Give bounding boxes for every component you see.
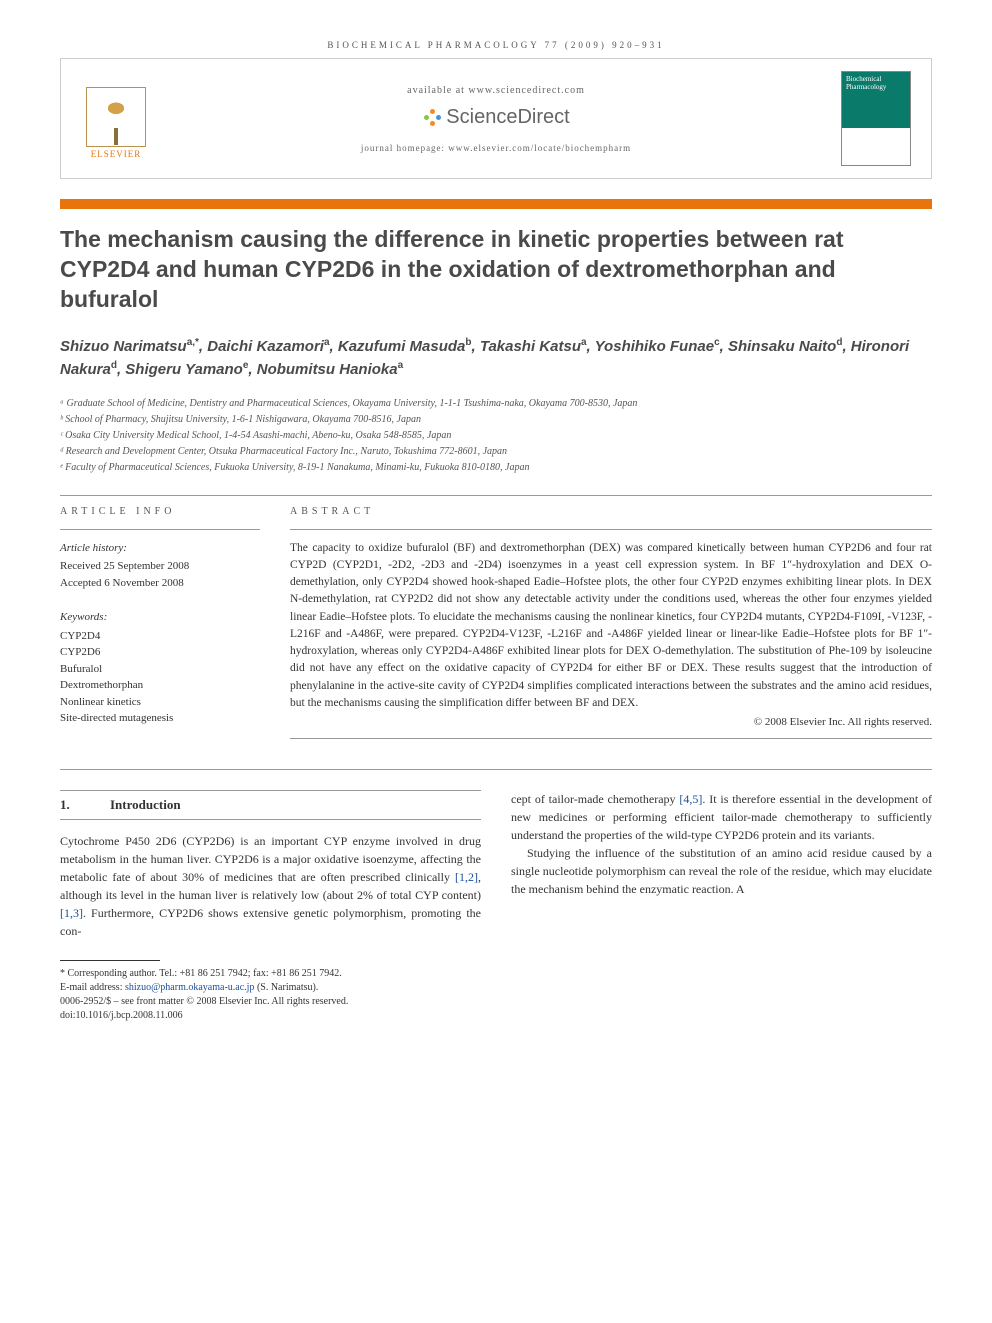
keyword-item: Site-directed mutagenesis (60, 710, 260, 727)
journal-cover-thumbnail: Biochemical Pharmacology (841, 71, 911, 166)
divider (290, 738, 932, 739)
affiliation-item: ᵈ Research and Development Center, Otsuk… (60, 444, 932, 459)
body-paragraph: Cytochrome P450 2D6 (CYP2D6) is an impor… (60, 832, 481, 940)
keyword-item: CYP2D4 (60, 628, 260, 645)
keyword-item: Bufuralol (60, 661, 260, 678)
sciencedirect-icon (422, 107, 442, 127)
body-paragraph: cept of tailor-made chemotherapy [4,5]. … (511, 790, 932, 844)
elsevier-text: ELSEVIER (91, 149, 142, 159)
article-history-label: Article history: (60, 540, 260, 557)
email-link[interactable]: shizuo@pharm.okayama-u.ac.jp (125, 982, 254, 993)
affiliation-item: ᵉ Faculty of Pharmaceutical Sciences, Fu… (60, 460, 932, 475)
copyright-line: 0006-2952/$ – see front matter © 2008 El… (60, 995, 481, 1009)
available-at-text: available at www.sciencedirect.com (171, 85, 821, 96)
elsevier-logo: ELSEVIER (81, 79, 151, 159)
keyword-item: Dextromethorphan (60, 677, 260, 694)
section-number: 1. (60, 795, 110, 815)
abstract-copyright: © 2008 Elsevier Inc. All rights reserved… (290, 716, 932, 728)
article-title: The mechanism causing the difference in … (60, 225, 932, 315)
footnote-divider (60, 960, 160, 961)
section-title: Introduction (110, 797, 181, 812)
article-info-label: ARTICLE INFO (60, 506, 260, 517)
citation-link[interactable]: [4,5] (679, 792, 702, 806)
citation-link[interactable]: [1,3] (60, 906, 83, 920)
keyword-item: CYP2D6 (60, 644, 260, 661)
email-line: E-mail address: shizuo@pharm.okayama-u.a… (60, 981, 481, 995)
affiliations-list: ᵃ Graduate School of Medicine, Dentistry… (60, 396, 932, 475)
divider (290, 529, 932, 530)
journal-homepage: journal homepage: www.elsevier.com/locat… (171, 143, 821, 153)
affiliation-item: ᶜ Osaka City University Medical School, … (60, 428, 932, 443)
divider (60, 495, 932, 496)
abstract-label: ABSTRACT (290, 506, 932, 517)
divider (60, 769, 932, 770)
keyword-item: Nonlinear kinetics (60, 694, 260, 711)
elsevier-tree-icon (86, 87, 146, 147)
sciencedirect-text: ScienceDirect (446, 106, 569, 129)
journal-cover-title: Biochemical Pharmacology (846, 76, 910, 91)
sciencedirect-logo: ScienceDirect (171, 106, 821, 129)
orange-divider-bar (60, 199, 932, 209)
header-box: ELSEVIER available at www.sciencedirect.… (60, 58, 932, 179)
body-paragraph: Studying the influence of the substituti… (511, 844, 932, 898)
divider (60, 529, 260, 530)
keywords-list: CYP2D4CYP2D6BufuralolDextromethorphanNon… (60, 628, 260, 727)
section-heading-intro: 1.Introduction (60, 790, 481, 820)
journal-reference: BIOCHEMICAL PHARMACOLOGY 77 (2009) 920–9… (60, 40, 932, 50)
author-list: Shizuo Narimatsua,*, Daichi Kazamoria, K… (60, 335, 932, 382)
affiliation-item: ᵇ School of Pharmacy, Shujitsu Universit… (60, 412, 932, 427)
citation-link[interactable]: [1,2] (455, 870, 478, 884)
accepted-date: Accepted 6 November 2008 (60, 575, 260, 592)
corresponding-author-note: * Corresponding author. Tel.: +81 86 251… (60, 967, 481, 981)
doi-line: doi:10.1016/j.bcp.2008.11.006 (60, 1009, 481, 1023)
affiliation-item: ᵃ Graduate School of Medicine, Dentistry… (60, 396, 932, 411)
keywords-label: Keywords: (60, 609, 260, 626)
abstract-text: The capacity to oxidize bufuralol (BF) a… (290, 540, 932, 713)
received-date: Received 25 September 2008 (60, 558, 260, 575)
